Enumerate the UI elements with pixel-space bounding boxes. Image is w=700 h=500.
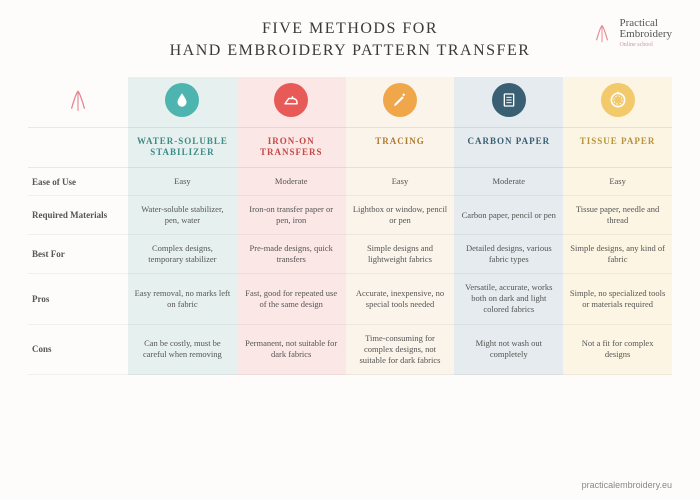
document-icon	[492, 83, 526, 117]
column-header: IRON-ON TRANSFERS	[237, 127, 346, 168]
table-cell: Accurate, inexpensive, no special tools …	[346, 274, 455, 324]
table-cell: Easy	[128, 168, 237, 196]
row-label: Required Materials	[28, 196, 128, 235]
title-line-1: FIVE METHODS FOR	[262, 20, 438, 37]
table-cell: Easy	[346, 168, 455, 196]
pencil-icon	[383, 83, 417, 117]
iron-icon	[274, 83, 308, 117]
header-blank	[28, 127, 128, 168]
table-cell: Moderate	[237, 168, 346, 196]
logo-text-sub: Online school	[619, 42, 672, 48]
column-header: CARBON PAPER	[454, 127, 563, 168]
table-cell: Fast, good for repeated use of the same …	[237, 274, 346, 324]
decor-cell	[28, 77, 128, 127]
column-header: WATER-SOLUBLE STABILIZER	[128, 127, 237, 168]
needle-decor-icon	[65, 87, 91, 113]
droplet-icon	[165, 83, 199, 117]
column-header: TISSUE PAPER	[563, 127, 672, 168]
table-cell: Simple designs, any kind of fabric	[563, 235, 672, 274]
table-cell: Time-consuming for complex designs, not …	[346, 325, 455, 375]
table-cell: Water-soluble stabilizer, pen, water	[128, 196, 237, 235]
table-cell: Pre-made designs, quick transfers	[237, 235, 346, 274]
table-cell: Easy	[563, 168, 672, 196]
table-cell: Tissue paper, needle and thread	[563, 196, 672, 235]
page-title: FIVE METHODS FOR HAND EMBROIDERY PATTERN…	[28, 18, 672, 63]
method-icon-cell	[563, 77, 672, 127]
column-header: TRACING	[346, 127, 455, 168]
row-label: Best For	[28, 235, 128, 274]
table-cell: Permanent, not suitable for dark fabrics	[237, 325, 346, 375]
table-cell: Complex designs, temporary stabilizer	[128, 235, 237, 274]
row-label: Ease of Use	[28, 168, 128, 196]
brand-logo: PracticalEmbroidery Online school	[591, 18, 672, 48]
row-label: Pros	[28, 274, 128, 324]
table-cell: Detailed designs, various fabric types	[454, 235, 563, 274]
method-icon-cell	[128, 77, 237, 127]
table-cell: Versatile, accurate, works both on dark …	[454, 274, 563, 324]
hoop-icon	[601, 83, 635, 117]
table-cell: Lightbox or window, pencil or pen	[346, 196, 455, 235]
table-cell: Easy removal, no marks left on fabric	[128, 274, 237, 324]
table-cell: Carbon paper, pencil or pen	[454, 196, 563, 235]
logo-needle-icon	[591, 22, 613, 44]
table-cell: Simple, no specialized tools or material…	[563, 274, 672, 324]
method-icon-cell	[346, 77, 455, 127]
table-cell: Moderate	[454, 168, 563, 196]
table-cell: Might not wash out completely	[454, 325, 563, 375]
row-label: Cons	[28, 325, 128, 375]
footer-url: practicalembroidery.eu	[582, 480, 672, 490]
logo-text-main: PracticalEmbroidery	[619, 18, 672, 40]
comparison-table: WATER-SOLUBLE STABILIZERIRON-ON TRANSFER…	[28, 77, 672, 375]
title-line-2: HAND EMBROIDERY PATTERN TRANSFER	[170, 42, 531, 59]
method-icon-cell	[237, 77, 346, 127]
method-icon-cell	[454, 77, 563, 127]
table-cell: Not a fit for complex designs	[563, 325, 672, 375]
table-cell: Iron-on transfer paper or pen, iron	[237, 196, 346, 235]
table-cell: Can be costly, must be careful when remo…	[128, 325, 237, 375]
table-cell: Simple designs and lightweight fabrics	[346, 235, 455, 274]
